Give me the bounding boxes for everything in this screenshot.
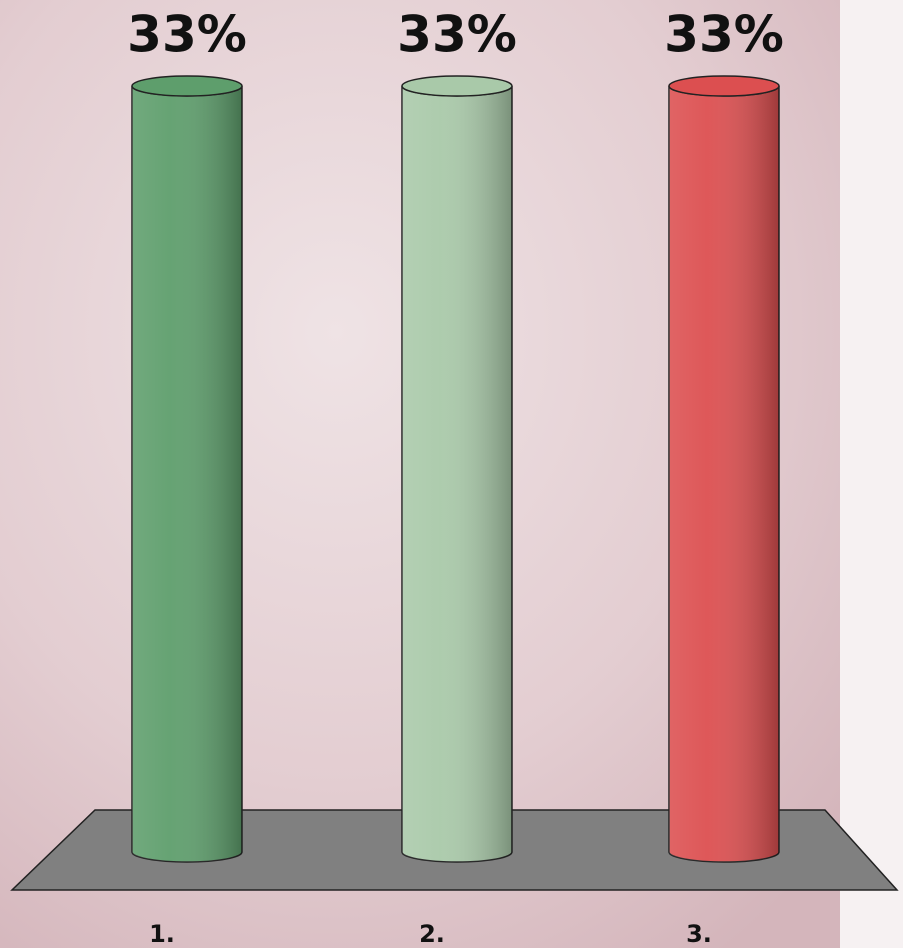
value-label: 33%: [397, 6, 517, 64]
value-label: 33%: [664, 6, 784, 64]
bar-top: [131, 75, 243, 97]
value-label: 33%: [127, 6, 247, 64]
background-edge: [840, 0, 903, 948]
bar-shade: [132, 86, 242, 862]
bar-top: [668, 75, 780, 97]
plot: 33% 1. 33% 2. 33% 3.: [127, 6, 784, 948]
x-tick-label: 3.: [686, 920, 712, 948]
bar-shade: [669, 86, 779, 862]
x-tick-label: 2.: [419, 920, 445, 948]
x-tick-label: 1.: [149, 920, 175, 948]
bar-shade: [402, 86, 512, 862]
bar-top: [401, 75, 513, 97]
